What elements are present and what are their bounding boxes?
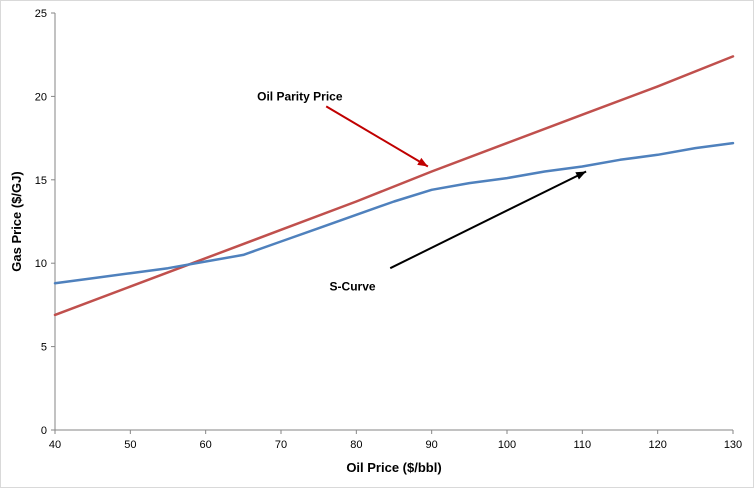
x-axis-ticks: 40 50 60 70 80 90 100 110 120 130 [49,430,742,451]
x-tick-label: 80 [350,439,362,451]
y-tick-label: 15 [35,175,47,187]
x-tick-label: 90 [426,439,438,451]
x-tick-label: 110 [574,439,592,451]
annotation-arrowhead [575,171,587,180]
y-axis-ticks: 0 5 10 15 20 25 [35,8,55,437]
x-tick-label: 100 [498,439,516,451]
x-tick-label: 130 [724,439,742,451]
y-tick-label: 10 [35,258,47,270]
x-tick-label: 40 [49,439,61,451]
y-tick-label: 5 [41,342,47,354]
y-tick-label: 20 [35,91,47,103]
series-layer [53,55,735,317]
x-tick-label: 70 [275,439,287,451]
x-tick-label: 120 [648,439,666,451]
annotation-layer: Oil Parity Price S-Curve [257,89,587,294]
annotation-arrowhead [417,157,428,167]
series-line-s-curve [53,141,735,285]
x-tick-label: 50 [124,439,136,451]
x-axis-title: Oil Price ($/bbl) [346,460,441,475]
series-line-oil-parity-price [53,55,735,317]
annotation-arrow-line [325,105,429,168]
annotation-label: Oil Parity Price [257,89,343,103]
x-tick-label: 60 [200,439,212,451]
annotation-label: S-Curve [330,280,376,294]
y-tick-label: 25 [35,8,47,20]
annotation-arrow-line [389,170,587,270]
y-tick-label: 0 [41,425,47,437]
y-axis-title: Gas Price ($/GJ) [9,171,24,271]
